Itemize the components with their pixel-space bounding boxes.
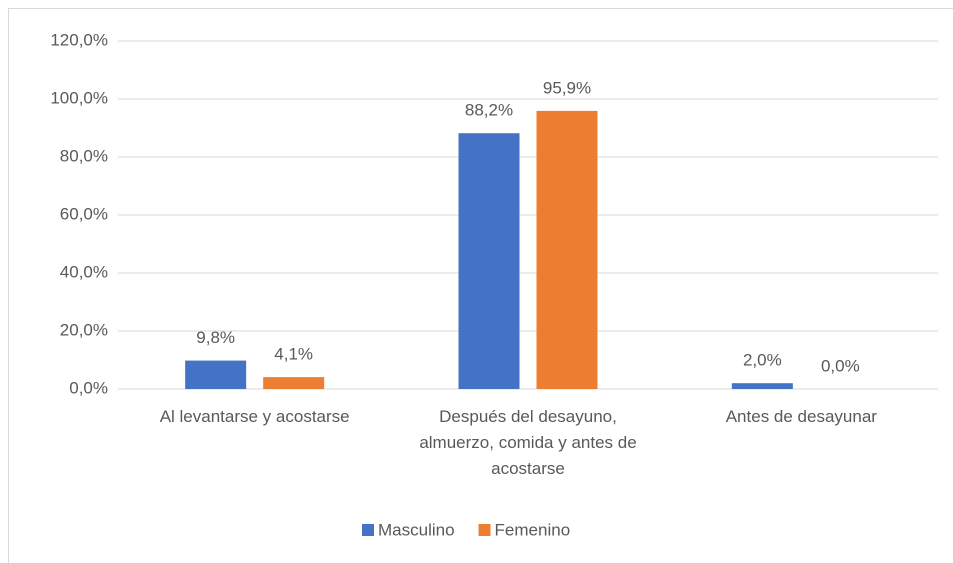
y-tick-label: 0,0% xyxy=(69,378,108,397)
legend-label: Masculino xyxy=(378,520,455,539)
chart-border xyxy=(8,8,953,563)
x-tick-label: Al levantarse y acostarse xyxy=(159,407,350,426)
bar xyxy=(458,133,520,389)
bar xyxy=(731,383,793,389)
y-tick-label: 80,0% xyxy=(60,146,108,165)
data-label: 88,2% xyxy=(465,101,513,120)
y-tick-label: 60,0% xyxy=(60,204,108,223)
data-label: 4,1% xyxy=(274,345,313,364)
bar xyxy=(263,377,325,389)
legend-label: Femenino xyxy=(495,520,571,539)
data-label: 2,0% xyxy=(743,351,782,370)
data-label: 95,9% xyxy=(543,78,591,97)
bar xyxy=(536,110,598,389)
legend-swatch xyxy=(478,524,491,536)
bar xyxy=(185,360,247,389)
y-tick-label: 20,0% xyxy=(60,320,108,339)
data-label: 0,0% xyxy=(821,356,860,375)
legend-swatch xyxy=(362,524,374,536)
x-tick-label: Después del desayuno, almuerzo, comida y… xyxy=(419,407,637,478)
y-tick-label: 40,0% xyxy=(60,262,108,281)
y-tick-label: 100,0% xyxy=(50,88,108,107)
data-label: 9,8% xyxy=(196,328,235,347)
x-tick-label: Antes de desayunar xyxy=(725,407,877,426)
y-tick-label: 120,0% xyxy=(50,30,108,49)
